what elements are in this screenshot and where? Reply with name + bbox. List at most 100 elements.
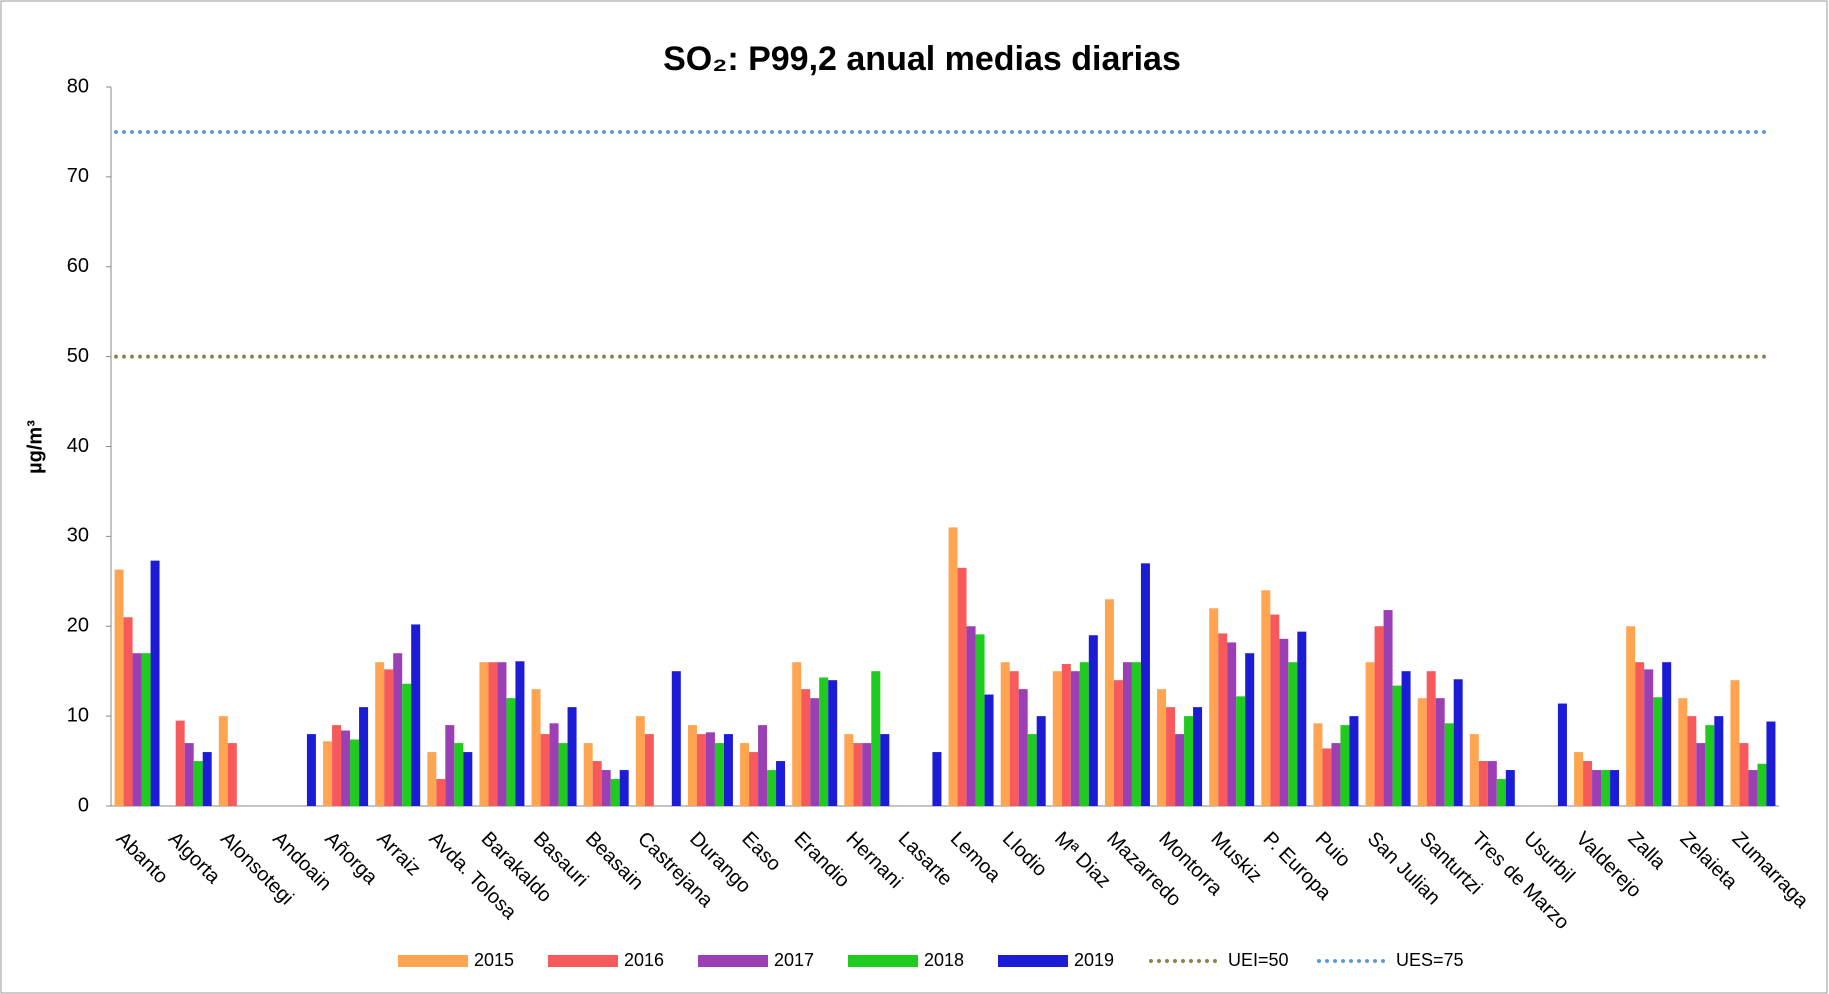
bar (1157, 689, 1167, 806)
bar (1079, 662, 1089, 806)
bar (1426, 671, 1436, 806)
legend-label: 2016 (624, 950, 664, 970)
bar (1261, 590, 1271, 806)
bar (184, 743, 194, 806)
y-tick-label: 30 (67, 525, 89, 547)
bar (1061, 663, 1071, 806)
bar (610, 779, 620, 806)
bar (801, 689, 811, 806)
bar (1365, 662, 1375, 806)
bar (1218, 633, 1228, 806)
bar (714, 743, 724, 806)
bar (445, 725, 455, 806)
bar (984, 694, 994, 806)
bar (479, 662, 489, 806)
bar (1313, 723, 1323, 806)
bar (1288, 662, 1298, 806)
legend-swatch (548, 955, 618, 967)
bar (1104, 599, 1114, 806)
bar (1453, 679, 1463, 806)
bar (132, 653, 142, 806)
bar (202, 752, 212, 806)
bar (635, 716, 645, 806)
bar (1374, 626, 1384, 806)
bar (332, 725, 342, 806)
bar (1009, 671, 1019, 806)
bar (1592, 770, 1602, 806)
legend-swatch (398, 955, 468, 967)
bar (957, 567, 967, 806)
bar (1270, 614, 1280, 806)
legend-label: 2015 (474, 950, 514, 970)
bar (506, 698, 516, 806)
bar (1601, 770, 1611, 806)
y-tick-label: 20 (67, 615, 89, 637)
bar (932, 752, 942, 806)
y-tick-label: 0 (78, 794, 89, 816)
bar (393, 653, 403, 806)
bar (1417, 698, 1427, 806)
bar (1687, 716, 1697, 806)
bar (1626, 626, 1636, 806)
bar (1070, 671, 1080, 806)
bar (1469, 734, 1479, 806)
y-axis-label: µg/m³ (24, 420, 46, 474)
bar (1557, 703, 1567, 806)
bar (948, 527, 958, 806)
bar (1036, 716, 1046, 806)
bar (1297, 631, 1307, 806)
bar (1730, 680, 1740, 806)
bar (558, 743, 568, 806)
bar (540, 734, 550, 806)
y-tick-label: 70 (67, 165, 89, 187)
bar (1748, 770, 1758, 806)
bar (1496, 779, 1506, 806)
bar (1193, 707, 1203, 806)
bar (1122, 662, 1132, 806)
bar (1245, 653, 1255, 806)
y-tick-label: 40 (67, 435, 89, 457)
bar (402, 683, 412, 806)
bar (1209, 608, 1219, 806)
legend-label: 2018 (924, 950, 964, 970)
bar (193, 761, 203, 806)
legend-swatch (998, 955, 1068, 967)
bar (567, 707, 577, 806)
bar (488, 662, 498, 806)
bar (828, 680, 838, 806)
bar (696, 734, 706, 806)
bar (1000, 662, 1010, 806)
bar (1610, 770, 1620, 806)
bar (749, 752, 759, 806)
bar (1279, 638, 1289, 806)
bar (1714, 716, 1724, 806)
bar (306, 734, 316, 806)
bar (411, 624, 421, 806)
bar (671, 671, 681, 806)
bar (862, 743, 872, 806)
bar (218, 716, 228, 806)
bar (1653, 697, 1663, 806)
bar (427, 752, 437, 806)
bar (1487, 761, 1497, 806)
bar (810, 698, 820, 806)
bar (583, 743, 593, 806)
bar (436, 779, 446, 806)
bar (1331, 743, 1341, 806)
bar (141, 653, 151, 806)
bar (1444, 723, 1454, 806)
legend-label: 2019 (1074, 950, 1114, 970)
bar (497, 662, 507, 806)
bar (844, 734, 854, 806)
bar (1478, 761, 1488, 806)
bar (114, 569, 124, 806)
bar (1140, 563, 1150, 806)
bar (1435, 698, 1445, 806)
bar (1644, 669, 1654, 806)
legend-label: 2017 (774, 950, 814, 970)
bar (819, 677, 829, 806)
bar (227, 743, 237, 806)
bar (454, 743, 464, 806)
